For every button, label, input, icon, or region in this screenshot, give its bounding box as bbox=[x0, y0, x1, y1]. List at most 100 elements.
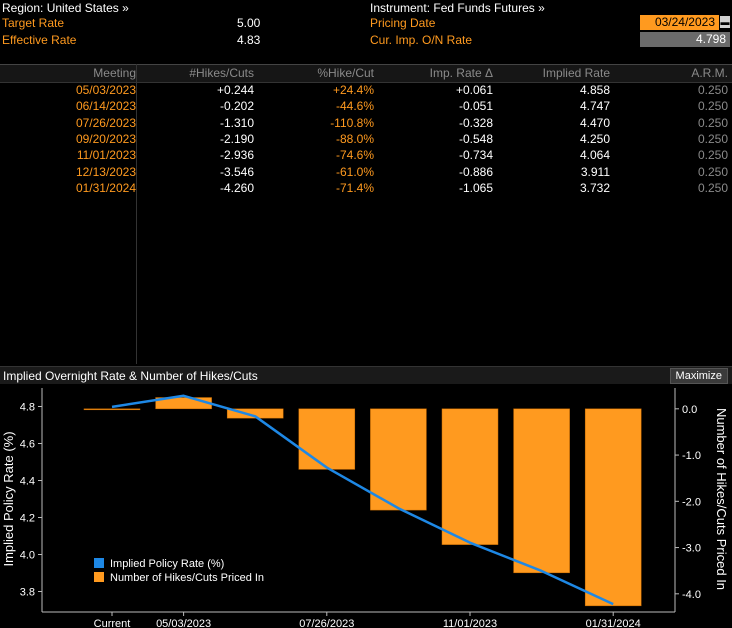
table-row[interactable]: 11/01/2023 -2.936 -74.6% -0.734 4.064 0.250 bbox=[0, 147, 732, 163]
pricing-date-input[interactable]: 03/24/2023 bbox=[640, 15, 719, 30]
chart-panel-title: Implied Overnight Rate & Number of Hikes… bbox=[3, 369, 258, 383]
col-imp-rate-delta[interactable]: Imp. Rate Δ bbox=[429, 66, 493, 80]
table-header: Meeting #Hikes/Cuts %Hike/Cut Imp. Rate … bbox=[0, 64, 732, 83]
x-tick-label: 05/03/2023 bbox=[156, 618, 211, 628]
target-rate-label: Target Rate bbox=[2, 16, 65, 30]
col-pct-hike-cut[interactable]: %Hike/Cut bbox=[317, 66, 374, 80]
cell-meeting: 09/20/2023 bbox=[75, 131, 136, 146]
cell-meeting: 06/14/2023 bbox=[75, 99, 136, 114]
y2-tick-label: -4.0 bbox=[682, 589, 701, 601]
hikes-cuts-bar bbox=[513, 408, 570, 574]
legend-swatch-rate bbox=[94, 558, 104, 568]
cell-implied-rate: 4.064 bbox=[579, 148, 610, 163]
cell-arm: 0.250 bbox=[697, 164, 728, 179]
cell-pct-hike-cut: -110.8% bbox=[330, 115, 374, 130]
cell-imp-rate-delta: -0.548 bbox=[458, 131, 493, 146]
table-row[interactable]: 06/14/2023 -0.202 -44.6% -0.051 4.747 0.250 bbox=[0, 98, 732, 114]
x-tick-label: 11/01/2023 bbox=[443, 618, 497, 628]
effective-rate-label: Effective Rate bbox=[2, 33, 77, 47]
table-row[interactable]: 05/03/2023 +0.244 +24.4% +0.061 4.858 0.250 bbox=[0, 82, 732, 98]
y2-tick-label: -1.0 bbox=[682, 450, 701, 462]
table-row[interactable]: 12/13/2023 -3.546 -61.0% -0.886 3.911 0.250 bbox=[0, 164, 732, 180]
cell-hikes-cuts: -3.546 bbox=[219, 164, 254, 179]
cell-imp-rate-delta: -0.051 bbox=[458, 99, 493, 114]
hikes-cuts-bar bbox=[370, 408, 427, 511]
instrument-link[interactable]: Instrument: Fed Funds Futures » bbox=[370, 1, 545, 15]
region-link[interactable]: Region: United States » bbox=[2, 1, 129, 15]
cell-implied-rate: 4.250 bbox=[579, 131, 610, 146]
cell-pct-hike-cut: -71.4% bbox=[335, 180, 374, 195]
cell-imp-rate-delta: +0.061 bbox=[455, 83, 493, 97]
cell-hikes-cuts: -2.936 bbox=[219, 148, 254, 163]
maximize-button[interactable]: Maximize bbox=[669, 368, 728, 384]
cell-pct-hike-cut: +24.4% bbox=[332, 83, 374, 97]
calendar-icon[interactable]: ▬ bbox=[720, 16, 730, 28]
effective-rate-value: 4.83 bbox=[237, 33, 261, 47]
column-divider bbox=[136, 64, 137, 364]
legend-label-hikes: Number of Hikes/Cuts Priced In bbox=[110, 572, 264, 584]
hikes-cuts-bar bbox=[298, 408, 356, 470]
col-arm[interactable]: A.R.M. bbox=[691, 66, 728, 80]
table-row[interactable]: 07/26/2023 -1.310 -110.8% -0.328 4.470 0.250 bbox=[0, 115, 732, 131]
y-tick-label: 4.8 bbox=[20, 402, 35, 414]
y2-tick-label: 0.0 bbox=[682, 404, 697, 416]
cell-imp-rate-delta: -0.328 bbox=[458, 115, 493, 130]
col-implied-rate[interactable]: Implied Rate bbox=[542, 66, 610, 80]
x-tick-label: 01/31/2024 bbox=[586, 618, 641, 628]
cell-meeting: 05/03/2023 bbox=[75, 83, 136, 97]
y2-tick-label: -3.0 bbox=[682, 543, 701, 555]
cell-hikes-cuts: +0.244 bbox=[216, 83, 254, 97]
cell-arm: 0.250 bbox=[697, 131, 728, 146]
cell-implied-rate: 4.747 bbox=[579, 99, 610, 114]
cell-hikes-cuts: -2.190 bbox=[219, 131, 254, 146]
cell-hikes-cuts: -1.310 bbox=[219, 115, 254, 130]
y-tick-label: 3.8 bbox=[20, 587, 35, 599]
col-hikes-cuts[interactable]: #Hikes/Cuts bbox=[189, 66, 254, 80]
chart-panel-header: Implied Overnight Rate & Number of Hikes… bbox=[0, 366, 732, 385]
cell-pct-hike-cut: -44.6% bbox=[335, 99, 374, 114]
pricing-date-label: Pricing Date bbox=[370, 16, 436, 30]
cell-imp-rate-delta: -0.886 bbox=[458, 164, 493, 179]
hikes-cuts-bar bbox=[441, 408, 499, 545]
cell-pct-hike-cut: -74.6% bbox=[335, 148, 374, 163]
x-tick-label: Current bbox=[94, 618, 131, 628]
cell-arm: 0.250 bbox=[697, 180, 728, 195]
y-tick-label: 4.6 bbox=[20, 439, 35, 451]
legend-label-rate: Implied Policy Rate (%) bbox=[110, 558, 224, 570]
cell-meeting: 07/26/2023 bbox=[75, 115, 136, 130]
cur-imp-rate-value: 4.798 bbox=[640, 32, 730, 47]
y2-tick-label: -2.0 bbox=[682, 496, 701, 508]
cell-imp-rate-delta: -0.734 bbox=[458, 148, 493, 163]
table-row[interactable]: 09/20/2023 -2.190 -88.0% -0.548 4.250 0.250 bbox=[0, 131, 732, 147]
legend-swatch-hikes bbox=[94, 572, 104, 582]
cell-pct-hike-cut: -88.0% bbox=[335, 131, 374, 146]
y-tick-label: 4.4 bbox=[20, 476, 35, 488]
cell-hikes-cuts: -0.202 bbox=[219, 99, 254, 114]
cell-arm: 0.250 bbox=[697, 83, 728, 97]
cur-imp-rate-label: Cur. Imp. O/N Rate bbox=[370, 33, 473, 47]
cell-implied-rate: 4.470 bbox=[579, 115, 610, 130]
cell-arm: 0.250 bbox=[697, 115, 728, 130]
cell-pct-hike-cut: -61.0% bbox=[335, 164, 374, 179]
cell-implied-rate: 3.911 bbox=[580, 164, 610, 179]
y2-axis-title: Number of Hikes/Cuts Priced In bbox=[714, 408, 729, 590]
y-axis-title: Implied Policy Rate (%) bbox=[1, 431, 16, 566]
cell-meeting: 11/01/2023 bbox=[76, 148, 136, 163]
cell-hikes-cuts: -4.260 bbox=[219, 180, 254, 195]
col-meeting[interactable]: Meeting bbox=[93, 66, 136, 80]
cell-arm: 0.250 bbox=[697, 99, 728, 114]
y-tick-label: 4.2 bbox=[20, 513, 35, 525]
hikes-cuts-bar bbox=[584, 408, 642, 607]
cell-meeting: 12/13/2023 bbox=[75, 164, 136, 179]
table-row[interactable]: 01/31/2024 -4.260 -71.4% -1.065 3.732 0.250 bbox=[0, 180, 732, 196]
cell-implied-rate: 4.858 bbox=[579, 83, 610, 97]
implied-rate-line bbox=[111, 394, 614, 606]
hikes-cuts-bar bbox=[83, 408, 141, 411]
x-tick-label: 07/26/2023 bbox=[299, 618, 354, 628]
cell-arm: 0.250 bbox=[697, 148, 728, 163]
target-rate-value: 5.00 bbox=[237, 16, 261, 30]
cell-meeting: 01/31/2024 bbox=[75, 180, 136, 195]
y-tick-label: 4.0 bbox=[20, 550, 35, 562]
cell-imp-rate-delta: -1.065 bbox=[458, 180, 493, 195]
rate-chart: 4.8 4.6 4.4 4.2 4.0 3.8 0.0 -1.0 -2.0 -3.0 -4.0 Cur… bbox=[0, 384, 732, 628]
